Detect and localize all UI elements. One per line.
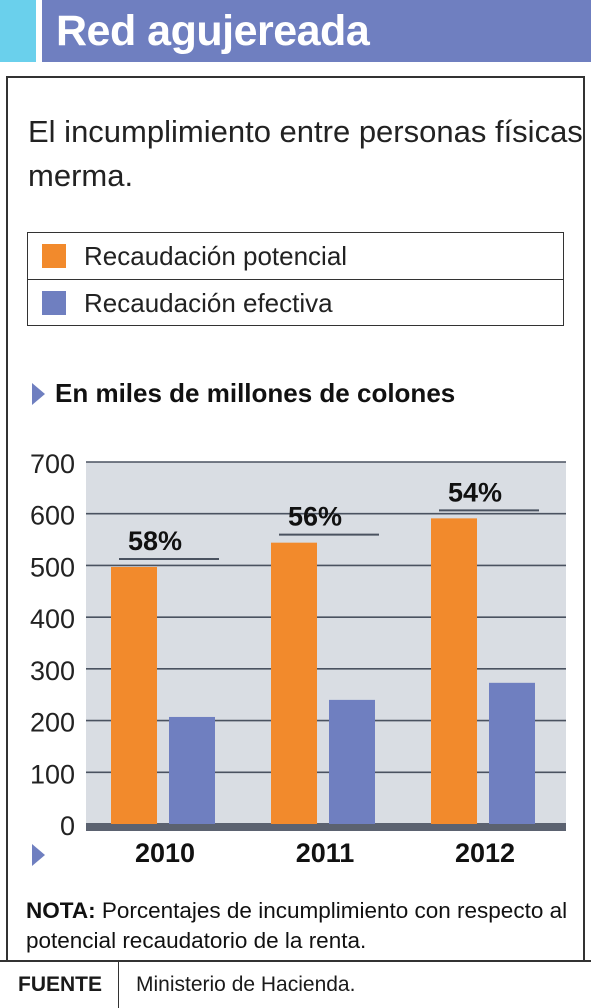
footer: FUENTE Ministerio de Hacienda. bbox=[0, 960, 591, 1008]
legend-label-potencial: Recaudación potencial bbox=[84, 240, 348, 271]
legend-label-efectiva: Recaudación efectiva bbox=[84, 287, 333, 318]
x-tick-label: 2012 bbox=[455, 838, 515, 868]
y-tick-label: 0 bbox=[60, 811, 75, 841]
y-tick-label: 500 bbox=[30, 552, 75, 582]
legend-swatch-efectiva bbox=[42, 291, 66, 315]
annotation-label: 56% bbox=[288, 502, 342, 532]
y-tick-label: 400 bbox=[30, 604, 75, 634]
legend-swatch-potencial bbox=[42, 244, 66, 268]
note-label: NOTA: bbox=[26, 898, 96, 923]
y-tick-label: 100 bbox=[30, 759, 75, 789]
bar bbox=[111, 566, 157, 824]
source-value: Ministerio de Hacienda. bbox=[136, 973, 356, 996]
legend: Recaudación potencial Recaudación efecti… bbox=[27, 232, 564, 326]
source-label: FUENTE bbox=[18, 973, 102, 996]
note-text: Porcentajes de incumplimiento con respec… bbox=[26, 898, 568, 953]
y-tick-label: 700 bbox=[30, 449, 75, 479]
triangle-icon bbox=[32, 382, 45, 405]
bar bbox=[271, 542, 317, 824]
legend-item-efectiva: Recaudación efectiva bbox=[28, 279, 563, 326]
bar bbox=[169, 716, 215, 824]
plot-background bbox=[86, 462, 566, 824]
unit-row: En miles de millones de colones bbox=[32, 378, 455, 409]
content-panel bbox=[6, 76, 585, 960]
footer-divider bbox=[118, 962, 119, 1008]
x-axis-baseline bbox=[86, 823, 566, 831]
annotation-label: 54% bbox=[448, 477, 502, 507]
subtitle: El incumplimiento entre personas físicas… bbox=[28, 114, 583, 193]
y-tick-label: 200 bbox=[30, 708, 75, 738]
y-tick-label: 600 bbox=[30, 501, 75, 531]
bar-chart: 0 100 200 300 400 500 600 700 58% 2010 56% 2011 54% 2… bbox=[30, 449, 566, 868]
x-tick-label: 2010 bbox=[135, 838, 195, 868]
bar bbox=[489, 682, 535, 824]
triangle-icon bbox=[32, 844, 45, 866]
note: NOTA: Porcentajes de incumplimiento con … bbox=[26, 896, 586, 956]
page-title: Red agujereada bbox=[42, 0, 591, 62]
unit-label: En miles de millones de colones bbox=[55, 378, 456, 408]
title-accent-bar bbox=[0, 0, 36, 62]
y-tick-label: 300 bbox=[30, 656, 75, 686]
bar bbox=[431, 518, 477, 824]
bar bbox=[329, 699, 375, 824]
x-tick-label: 2011 bbox=[296, 838, 355, 868]
legend-item-potencial: Recaudación potencial bbox=[28, 233, 563, 279]
annotation-label: 58% bbox=[128, 526, 182, 556]
